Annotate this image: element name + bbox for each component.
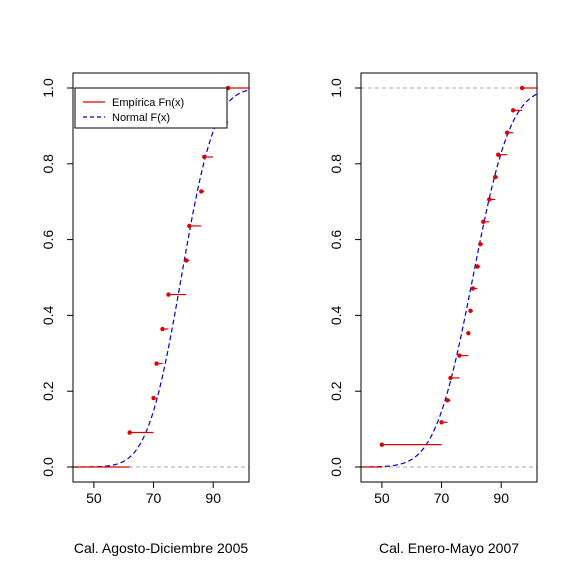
legend-box <box>74 87 228 129</box>
ecdf-point <box>457 353 462 358</box>
ecdf-point <box>510 108 516 113</box>
plot-frame <box>360 72 538 483</box>
ecdf-point <box>379 442 385 447</box>
normal-cdf-layer <box>360 93 538 468</box>
ecdf-point <box>199 189 204 194</box>
x-tick-label: 70 <box>146 490 162 506</box>
plot-frame <box>72 72 250 483</box>
ecdf-point <box>478 241 483 247</box>
empirical-cdf-layer <box>361 85 537 468</box>
ecdf-point <box>487 197 492 202</box>
x-tick-label: 50 <box>374 490 390 506</box>
chart-panel-enero-mayo-2007: 50 70 90 0.0 0.2 0.4 0.6 0.8 1.0 Cal. Enero-May… <box>328 72 538 556</box>
empirical-cdf-layer <box>73 85 249 468</box>
y-tick-label: 0.2 <box>40 381 56 401</box>
y-tick-label: 1.0 <box>328 78 344 98</box>
y-tick-label: 0.0 <box>328 457 344 477</box>
normal-cdf-layer <box>73 89 250 468</box>
normal-cdf-line <box>360 93 538 468</box>
ecdf-point <box>166 292 171 297</box>
x-axis: 50 70 90 <box>86 482 221 506</box>
legend-label-normal: Normal F(x) <box>112 112 170 124</box>
ecdf-point <box>504 130 510 135</box>
y-tick-label: 0.6 <box>328 230 344 250</box>
ecdf-point <box>470 286 476 291</box>
ecdf-point <box>445 398 450 403</box>
x-tick-label: 90 <box>205 490 221 506</box>
chart-panel-agosto-diciembre-2005: 50 70 90 0.0 0.2 0.4 0.6 0.8 1.0 Cal. Agosto-Di… <box>40 72 250 556</box>
y-tick-label: 1.0 <box>40 78 56 98</box>
x-tick-label: 90 <box>493 490 509 506</box>
ecdf-point <box>202 154 207 160</box>
y-tick-label: 0.0 <box>40 457 56 477</box>
y-axis: 0.0 0.2 0.4 0.6 0.8 1.0 <box>328 78 361 477</box>
y-axis: 0.0 0.2 0.4 0.6 0.8 1.0 <box>40 78 73 477</box>
y-tick-label: 0.4 <box>328 305 344 325</box>
ecdf-point <box>187 223 192 229</box>
ecdf-point <box>448 375 453 381</box>
y-tick-label: 0.8 <box>40 154 56 174</box>
legend: Empírica Fn(x) Normal F(x) <box>74 87 228 129</box>
y-tick-label: 0.2 <box>328 381 344 401</box>
ecdf-point <box>439 420 444 425</box>
x-axis-label: Cal. Agosto-Diciembre 2005 <box>74 540 249 556</box>
ecdf-point <box>493 174 498 180</box>
ecdf-point <box>160 326 165 332</box>
ecdf-point <box>475 264 480 269</box>
ecdf-point <box>151 395 156 401</box>
ecdf-point <box>466 331 471 336</box>
normal-cdf-line <box>73 89 250 468</box>
ecdf-point <box>154 361 159 366</box>
y-tick-label: 0.8 <box>328 154 344 174</box>
ecdf-point <box>496 152 501 157</box>
x-axis-label: Cal. Enero-Mayo 2007 <box>379 540 519 556</box>
x-axis: 50 70 90 <box>374 482 509 506</box>
y-tick-label: 0.6 <box>40 230 56 250</box>
ecdf-point <box>184 258 189 263</box>
ecdf-point <box>127 430 132 435</box>
ecdf-point <box>519 85 525 91</box>
ecdf-point <box>468 308 473 314</box>
ecdf-point <box>481 219 486 224</box>
x-tick-label: 70 <box>434 490 450 506</box>
x-tick-label: 50 <box>86 490 102 506</box>
y-tick-label: 0.4 <box>40 305 56 325</box>
legend-label-empirica: Empírica Fn(x) <box>112 97 184 109</box>
